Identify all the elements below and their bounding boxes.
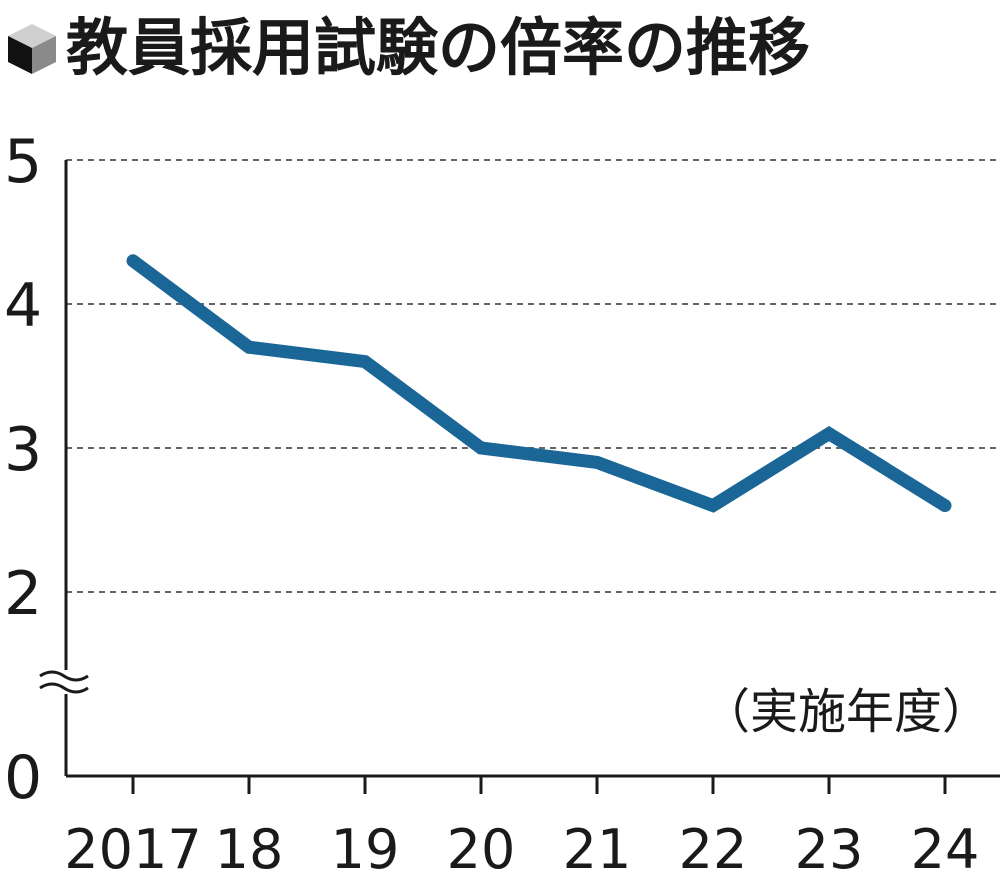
chart-area: 0 2 3 4 5 2017 18 19 20 21 22 23 24 （実施年度） <box>0 100 1000 881</box>
data-point <box>828 432 830 435</box>
data-point <box>712 504 714 507</box>
y-tick-label: 0 <box>4 743 42 813</box>
data-point <box>480 447 482 449</box>
x-tick-label: 23 <box>795 818 864 880</box>
y-tick-label: 4 <box>4 271 42 341</box>
data-point <box>596 461 598 464</box>
x-axis-label: （実施年度） <box>702 684 990 740</box>
cube-icon <box>8 24 56 74</box>
axis-break-mark <box>39 670 89 682</box>
x-tick-label: 18 <box>215 818 284 880</box>
x-tick-label: 22 <box>679 818 748 880</box>
y-tick-label: 5 <box>4 127 42 197</box>
y-tick-label: 2 <box>4 559 42 629</box>
series-line <box>126 254 952 513</box>
chart-title: 教員採用試験の倍率の推移 <box>66 11 811 84</box>
x-tick-label: 20 <box>447 818 516 880</box>
data-point <box>944 504 946 507</box>
y-tick-label: 3 <box>4 415 42 485</box>
data-point <box>132 259 134 262</box>
x-tick-label: 24 <box>911 818 980 880</box>
x-tick-label: 21 <box>563 818 632 880</box>
x-tick-label: 2017 <box>64 818 201 880</box>
data-point <box>364 360 366 363</box>
x-tick-label: 19 <box>331 818 400 880</box>
title-row: 教員採用試験の倍率の推移 <box>0 0 1000 100</box>
data-point <box>248 346 250 349</box>
axis-break-mark <box>39 682 89 694</box>
